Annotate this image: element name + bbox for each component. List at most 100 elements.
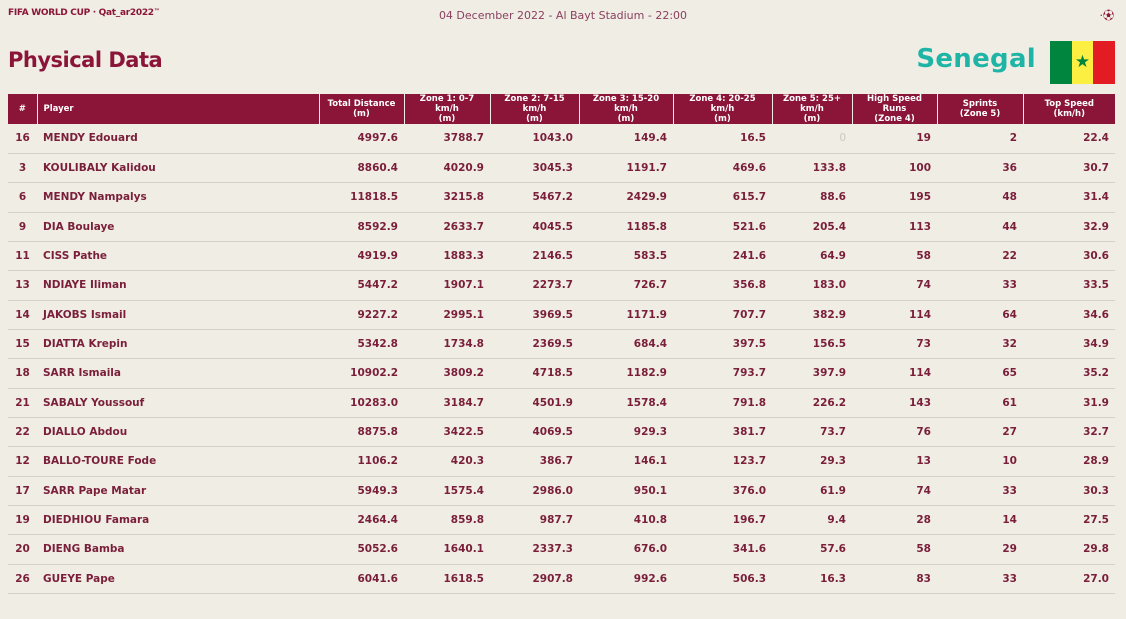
table-row: 17 SARR Pape Matar 5949.3 1575.4 2986.0 950.1… xyxy=(8,476,1115,506)
stat-cell: 793.7 xyxy=(673,358,772,389)
stat-cell: 726.7 xyxy=(579,270,673,301)
stat-cell: 3788.7 xyxy=(404,124,490,154)
stat-cell: 4919.9 xyxy=(319,241,404,272)
stat-cell: 57.6 xyxy=(772,534,852,565)
player-number: 3 xyxy=(8,153,37,184)
stat-cell: 8860.4 xyxy=(319,153,404,184)
stat-cell: 34.6 xyxy=(1023,300,1115,330)
column-header-unit: (m) xyxy=(714,114,731,124)
stat-cell: 1043.0 xyxy=(490,124,579,154)
column-header: Zone 4: 20-25 km/h (m) xyxy=(673,94,773,124)
column-header: High Speed Runs (Zone 4) xyxy=(852,94,938,124)
ball-icon: ·⚽︎ xyxy=(1099,9,1115,22)
stat-cell: 2907.8 xyxy=(490,564,579,595)
stat-cell: 2464.4 xyxy=(319,505,404,536)
column-header-label: Zone 1: 0-7 km/h xyxy=(419,94,475,114)
stat-cell: 44 xyxy=(937,212,1023,242)
player-number: 20 xyxy=(8,534,37,565)
stat-cell: 65 xyxy=(937,358,1023,389)
stat-cell: 3045.3 xyxy=(490,153,579,184)
stat-cell: 987.7 xyxy=(490,505,579,536)
stat-cell: 32.9 xyxy=(1023,212,1115,242)
stat-cell: 19 xyxy=(852,124,937,154)
stat-cell: 32.7 xyxy=(1023,417,1115,448)
stat-cell: 10 xyxy=(937,446,1023,477)
column-header-label: Total Distance xyxy=(327,99,396,109)
player-name: GUEYE Pape xyxy=(37,564,319,595)
stat-cell: 6041.6 xyxy=(319,564,404,595)
stat-cell: 113 xyxy=(852,212,937,242)
column-header: Top Speed (km/h) xyxy=(1023,94,1115,124)
stat-cell: 3422.5 xyxy=(404,417,490,448)
stat-cell: 4069.5 xyxy=(490,417,579,448)
stat-cell: 382.9 xyxy=(772,300,852,330)
stat-cell: 27 xyxy=(937,417,1023,448)
column-header-unit: (Zone 4) xyxy=(874,114,915,124)
column-header-label: Sprints xyxy=(962,99,998,109)
column-header-label: Top Speed xyxy=(1044,99,1094,109)
stat-cell: 1578.4 xyxy=(579,388,673,418)
stat-cell: 73.7 xyxy=(772,417,852,448)
player-number: 22 xyxy=(8,417,37,448)
stat-cell: 707.7 xyxy=(673,300,772,330)
player-number: 21 xyxy=(8,388,37,418)
column-header-unit: (m) xyxy=(617,114,635,124)
stat-cell: 8592.9 xyxy=(319,212,404,242)
senegal-flag-icon: ★ xyxy=(1050,41,1116,84)
stat-cell: 61 xyxy=(937,388,1023,418)
stat-cell: 88.6 xyxy=(772,182,852,213)
table-row: 26 GUEYE Pape 6041.6 1618.5 2907.8 992.6 506.3… xyxy=(8,564,1115,595)
stat-cell: 30.6 xyxy=(1023,241,1115,272)
player-name: DIA Boulaye xyxy=(37,212,319,242)
stat-cell: 34.9 xyxy=(1023,329,1115,360)
stat-cell: 133.8 xyxy=(772,153,852,184)
player-name: CISS Pathe xyxy=(37,241,319,272)
stat-cell: 10283.0 xyxy=(319,388,404,418)
stat-cell: 9.4 xyxy=(772,505,852,536)
column-header-unit: (m) xyxy=(803,114,821,124)
stat-cell: 196.7 xyxy=(673,505,772,536)
player-number: 26 xyxy=(8,564,37,595)
stat-cell: 74 xyxy=(852,476,937,506)
stat-cell: 143 xyxy=(852,388,937,418)
stat-cell: 2369.5 xyxy=(490,329,579,360)
stat-cell: 2273.7 xyxy=(490,270,579,301)
stat-cell: 156.5 xyxy=(772,329,852,360)
stat-cell: 3215.8 xyxy=(404,182,490,213)
player-number: 16 xyxy=(8,124,37,154)
stat-cell: 205.4 xyxy=(772,212,852,242)
stat-cell: 1182.9 xyxy=(579,358,673,389)
stat-cell: 1618.5 xyxy=(404,564,490,595)
stat-cell: 2633.7 xyxy=(404,212,490,242)
page-title: Physical Data xyxy=(8,48,163,72)
stat-cell: 992.6 xyxy=(579,564,673,595)
stat-cell: 32 xyxy=(937,329,1023,360)
stat-cell: 791.8 xyxy=(673,388,772,418)
stat-cell: 397.5 xyxy=(673,329,772,360)
stat-cell: 2337.3 xyxy=(490,534,579,565)
player-number: 6 xyxy=(8,182,37,213)
stat-cell: 83 xyxy=(852,564,937,595)
stat-cell: 226.2 xyxy=(772,388,852,418)
stat-cell: 64 xyxy=(937,300,1023,330)
column-header-unit: (Zone 5) xyxy=(959,109,1001,119)
stat-cell: 58 xyxy=(852,534,937,565)
stat-cell: 386.7 xyxy=(490,446,579,477)
flag-star-icon: ★ xyxy=(1074,52,1091,72)
table-row: 6 MENDY Nampalys 11818.5 3215.8 5467.2 2429.9… xyxy=(8,182,1115,213)
stat-cell: 2995.1 xyxy=(404,300,490,330)
stat-cell: 13 xyxy=(852,446,937,477)
column-header-label: Zone 2: 7-15 km/h xyxy=(504,94,565,114)
player-number: 14 xyxy=(8,300,37,330)
brand-text: FIFA WORLD CUP · Qat_ar2022 xyxy=(8,8,154,18)
stat-cell: 5949.3 xyxy=(319,476,404,506)
column-header-unit: (m) xyxy=(353,109,370,119)
stat-cell: 1171.9 xyxy=(579,300,673,330)
stat-cell: 58 xyxy=(852,241,937,272)
stat-cell: 2986.0 xyxy=(490,476,579,506)
stat-cell: 4718.5 xyxy=(490,358,579,389)
table-body: 16 MENDY Edouard 4997.6 3788.7 1043.0 149.4 16… xyxy=(8,124,1115,595)
column-header: Zone 2: 7-15 km/h (m) xyxy=(490,94,580,124)
stat-cell: 341.6 xyxy=(673,534,772,565)
physical-data-table: # Player Total Distance (m) Zone 1: 0-7 km/h… xyxy=(8,94,1115,595)
